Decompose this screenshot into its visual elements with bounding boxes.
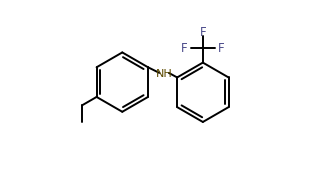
Text: F: F (181, 42, 187, 55)
Text: NH: NH (156, 69, 172, 79)
Text: F: F (218, 42, 225, 55)
Text: F: F (200, 27, 206, 40)
